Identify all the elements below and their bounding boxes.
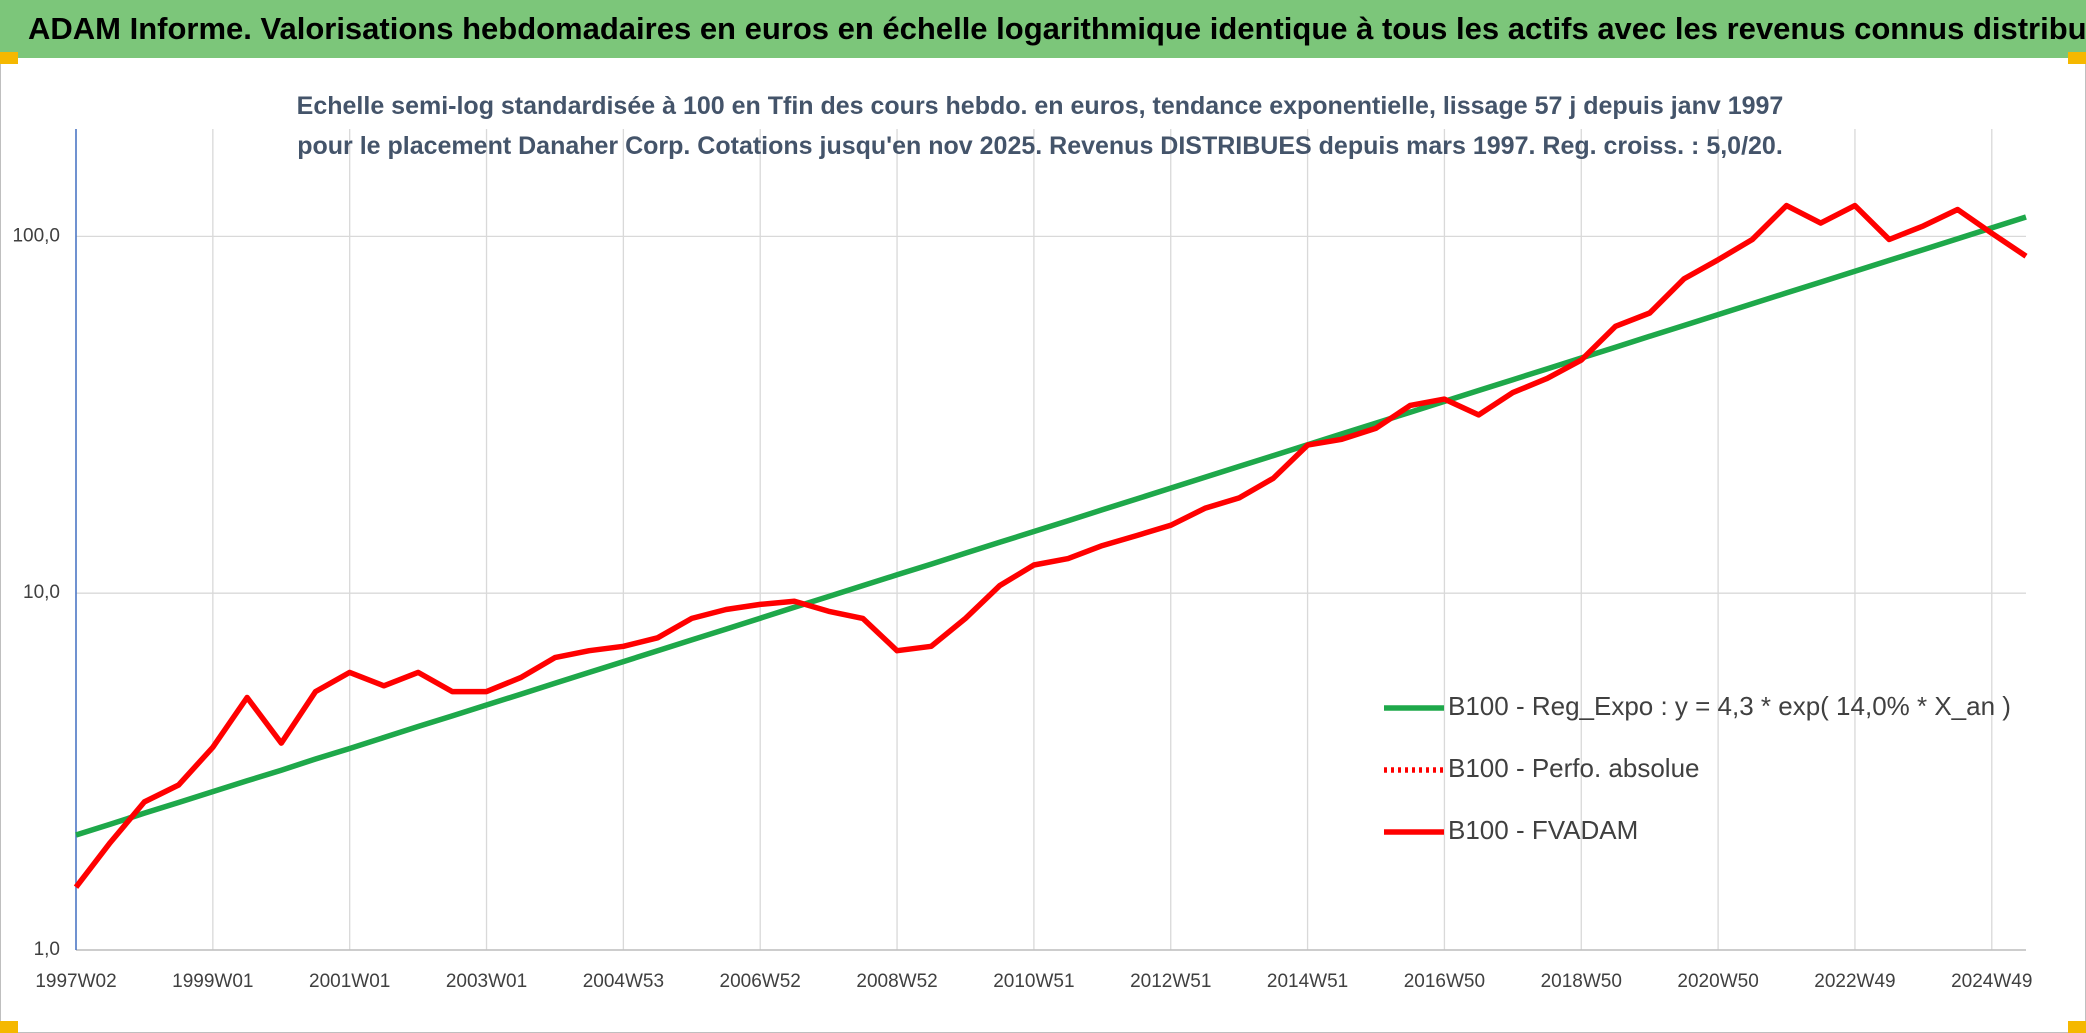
header-title: ADAM Informe. Valorisations hebdomadaire… [28,11,2086,46]
legend-label: B100 - Reg_Expo : y = 4,3 * exp( 14,0% *… [1448,691,2011,721]
corner-mark [0,52,18,64]
x-tick-label: 1997W02 [35,971,116,992]
x-tick-label: 2006W52 [720,971,801,992]
header-bar: ADAM Informe. Valorisations hebdomadaire… [0,0,2086,58]
legend-label: B100 - Perfo. absolue [1448,753,1700,783]
y-tick-label: 1,0 [34,939,60,960]
y-tick-label: 100,0 [12,225,60,246]
data-line [75,214,2027,838]
corner-mark [0,1021,18,1033]
data-line [73,202,2028,889]
x-tick-label: 2008W52 [856,971,937,992]
corner-mark [2068,52,2086,64]
x-tick-label: 2016W50 [1404,971,1485,992]
x-tick-label: 2018W50 [1541,971,1622,992]
chart-title: Echelle semi-log standardisée à 100 en T… [296,92,1784,160]
x-tick-label: 2022W49 [1814,971,1895,992]
x-tick-label: 2024W49 [1951,971,2032,992]
x-tick-label: 2014W51 [1267,971,1348,992]
x-tick-label: 2020W50 [1677,971,1758,992]
y-tick-label: 10,0 [23,582,60,603]
x-tick-label: 2012W51 [1130,971,1211,992]
x-tick-label: 2010W51 [993,971,1074,992]
x-tick-label: 2004W53 [583,971,664,992]
legend-label: B100 - FVADAM [1448,815,1638,845]
corner-mark [2068,1021,2086,1033]
x-tick-label: 1999W01 [172,971,253,992]
x-tick-label: 2003W01 [446,971,527,992]
x-tick-label: 2001W01 [309,971,390,992]
